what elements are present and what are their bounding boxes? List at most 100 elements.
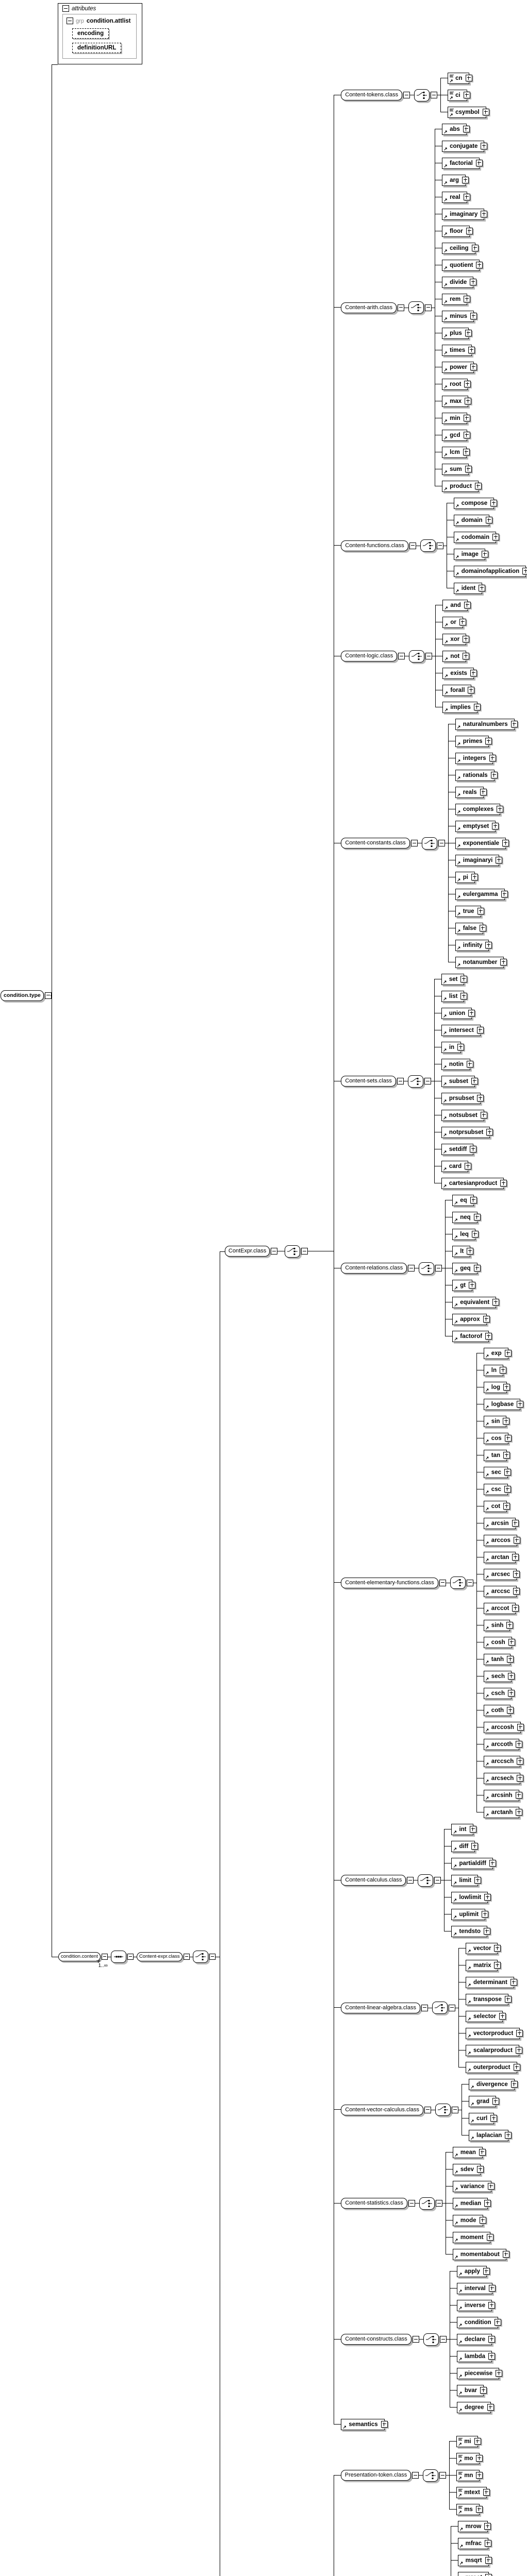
- expand-button[interactable]: [476, 1026, 484, 1033]
- expand-button[interactable]: [479, 924, 486, 931]
- expand-button[interactable]: [496, 856, 503, 863]
- element-node[interactable]: ↗ emptyset: [455, 820, 499, 832]
- expand-button[interactable]: [471, 244, 479, 251]
- expand-button[interactable]: [494, 1944, 501, 1952]
- expand-button[interactable]: [504, 1434, 512, 1442]
- collapse-button[interactable]: [271, 1248, 278, 1255]
- expand-button[interactable]: [513, 1536, 520, 1544]
- expand-button[interactable]: [463, 414, 470, 421]
- expand-button[interactable]: [485, 2556, 492, 2564]
- element-node[interactable]: ↗ conjugate: [442, 140, 488, 152]
- element-node[interactable]: ↗ primes: [455, 735, 492, 747]
- content-model-node[interactable]: condition.content 1..∞: [58, 1952, 108, 1969]
- element-node[interactable]: ↗ approx: [452, 1313, 490, 1325]
- class-group-label[interactable]: Content-logic.class: [341, 651, 398, 662]
- expand-button[interactable]: [469, 1825, 476, 1833]
- attribute-node-encoding[interactable]: encoding: [72, 28, 109, 39]
- element-node[interactable]: ↗ momentabout: [452, 2248, 509, 2260]
- collapse-button[interactable]: [436, 542, 443, 549]
- expand-button[interactable]: [457, 1043, 465, 1050]
- expand-button[interactable]: [500, 958, 507, 965]
- expand-button[interactable]: [465, 329, 472, 336]
- collapse-button[interactable]: [407, 1877, 414, 1884]
- element-node[interactable]: ↗ neq: [452, 1211, 481, 1223]
- element-node[interactable]: ↗ in: [441, 1041, 465, 1053]
- expand-button[interactable]: [468, 346, 475, 353]
- element-node[interactable]: ↗ lt: [452, 1245, 474, 1257]
- expand-button[interactable]: [481, 142, 488, 149]
- element-node[interactable]: ↗ arg: [442, 174, 469, 186]
- element-node[interactable]: ↗ mrow: [457, 2520, 491, 2532]
- class-group-label[interactable]: Content-calculus.class: [341, 1875, 406, 1886]
- element-node[interactable]: ↗ image: [453, 548, 488, 560]
- expand-button[interactable]: [468, 1009, 475, 1016]
- class-group[interactable]: Content-vector-calculus.class: [341, 2104, 432, 2115]
- collapse-button[interactable]: [398, 304, 405, 311]
- class-group[interactable]: Content-relations.class: [341, 1263, 415, 1274]
- expand-button[interactable]: [466, 227, 473, 234]
- expand-button[interactable]: [517, 1757, 524, 1765]
- element-node[interactable]: ↗ leq: [452, 1228, 479, 1240]
- element-node[interactable]: ↗ gcd: [442, 429, 470, 441]
- expand-button[interactable]: [507, 1655, 514, 1663]
- expand-button[interactable]: [483, 1927, 490, 1935]
- class-group-label[interactable]: Content-functions.class: [341, 540, 408, 551]
- collapse-button[interactable]: [209, 1954, 216, 1960]
- class-group-label[interactable]: Content-sets.class: [341, 1076, 396, 1087]
- expand-button[interactable]: [506, 1621, 514, 1629]
- element-node[interactable]: ↗ setdiff: [441, 1143, 477, 1155]
- element-node[interactable]: ↗ implies: [442, 701, 481, 713]
- expand-button[interactable]: [488, 2284, 496, 2292]
- expand-button[interactable]: [481, 210, 488, 217]
- expand-button[interactable]: [504, 1485, 511, 1493]
- element-node[interactable]: ↗ inverse: [456, 2299, 496, 2311]
- element-node[interactable]: ↗ mn: [456, 2469, 483, 2481]
- collapse-button[interactable]: [408, 1265, 415, 1272]
- element-node[interactable]: ↗ xor: [442, 633, 470, 645]
- element-node[interactable]: ↗ partialdiff: [451, 1857, 496, 1869]
- expand-button[interactable]: [463, 448, 470, 455]
- element-node[interactable]: ↗ diff: [451, 1840, 479, 1852]
- condition-type-node[interactable]: condition.type: [1, 990, 52, 1001]
- element-node[interactable]: ↗ cn: [448, 72, 472, 84]
- element-node[interactable]: ↗ interval: [456, 2282, 496, 2294]
- expand-button[interactable]: [464, 295, 471, 302]
- expand-button[interactable]: [460, 992, 468, 999]
- expand-button[interactable]: [381, 2420, 388, 2428]
- element-node[interactable]: ↗ min: [442, 412, 470, 424]
- element-node[interactable]: ↗ msqrt: [457, 2554, 492, 2566]
- expand-button[interactable]: [512, 1604, 519, 1612]
- expand-button[interactable]: [485, 2573, 492, 2576]
- expand-button[interactable]: [473, 1264, 481, 1272]
- element-node[interactable]: ↗ gt: [452, 1279, 476, 1291]
- class-group-label[interactable]: Content-tokens.class: [341, 90, 403, 100]
- class-group-label[interactable]: Content-relations.class: [341, 1263, 407, 1274]
- expand-button[interactable]: [522, 567, 527, 574]
- expand-button[interactable]: [466, 1060, 473, 1067]
- collapse-button[interactable]: [67, 18, 73, 24]
- element-node[interactable]: ↗ arcsec: [483, 1568, 520, 1580]
- expand-button[interactable]: [512, 1519, 519, 1527]
- element-node[interactable]: ↗ matrix: [465, 1959, 501, 1971]
- element-node[interactable]: ↗ lcm: [442, 446, 470, 458]
- collapse-button[interactable]: [301, 1248, 308, 1255]
- content-model-label[interactable]: condition.content: [58, 1952, 101, 1961]
- expand-button[interactable]: [482, 1910, 489, 1918]
- element-node[interactable]: ↗ forall: [442, 684, 475, 696]
- element-node[interactable]: ↗ uplimit: [451, 1908, 489, 1920]
- element-node[interactable]: ↗ list: [441, 990, 468, 1002]
- expand-button[interactable]: [471, 1230, 479, 1238]
- expand-button[interactable]: [476, 2471, 483, 2479]
- expand-button[interactable]: [492, 533, 500, 540]
- expand-button[interactable]: [488, 2335, 496, 2343]
- expand-button[interactable]: [484, 2539, 491, 2547]
- element-node[interactable]: ↗ domain: [453, 514, 492, 526]
- class-group[interactable]: Presentation-token.class: [340, 2470, 419, 2481]
- element-node[interactable]: ↗ csymbol: [448, 106, 489, 118]
- element-node[interactable]: ↗ real: [442, 191, 470, 203]
- element-node[interactable]: ↗ exp: [483, 1347, 512, 1359]
- expand-button[interactable]: [485, 941, 492, 948]
- expand-button[interactable]: [473, 703, 481, 710]
- expand-button[interactable]: [485, 1332, 492, 1340]
- collapse-button[interactable]: [431, 92, 438, 98]
